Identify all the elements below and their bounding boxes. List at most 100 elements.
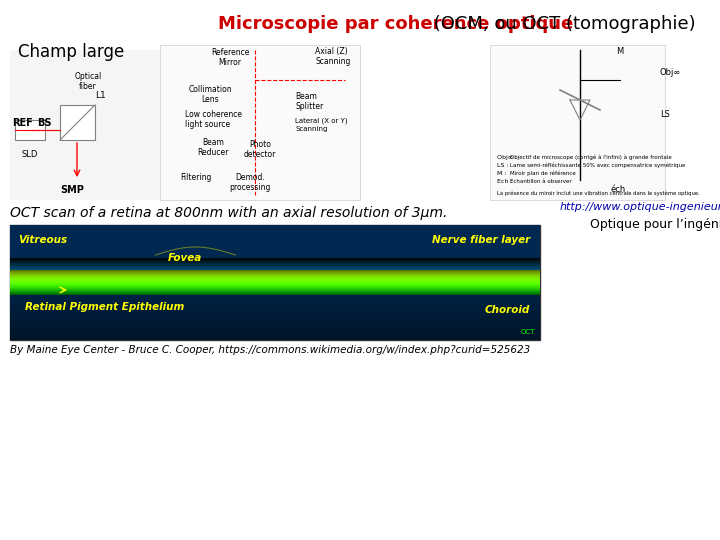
Bar (10, 260, 540, 261)
Bar (10, 227, 540, 228)
Text: SLD: SLD (22, 150, 38, 159)
Bar (10, 295, 540, 296)
Bar (10, 277, 540, 278)
Text: Échantillon à observer: Échantillon à observer (510, 179, 572, 184)
Text: Objectif de microscope (corrigé à l'infini) à grande frontale: Objectif de microscope (corrigé à l'infi… (510, 155, 672, 160)
Bar (10, 225, 540, 226)
Bar (10, 315, 540, 316)
Bar (10, 262, 540, 263)
Bar (10, 272, 540, 273)
Text: Obj∞ :: Obj∞ : (497, 155, 517, 160)
Bar (10, 251, 540, 252)
Text: M :: M : (497, 171, 506, 176)
Bar (10, 259, 540, 260)
Bar (10, 270, 540, 271)
Bar (10, 244, 540, 245)
Text: Optical
fiber: Optical fiber (74, 72, 102, 91)
Bar (10, 225, 540, 340)
Bar (10, 236, 540, 237)
Bar (10, 282, 540, 283)
Bar (10, 260, 540, 261)
Text: Reference
Mirror: Reference Mirror (211, 48, 249, 68)
Bar (10, 314, 540, 315)
Bar (10, 261, 540, 262)
Bar (10, 292, 540, 293)
Bar (10, 256, 540, 257)
Bar (10, 290, 540, 291)
Bar (10, 239, 540, 240)
Bar (10, 282, 540, 283)
Bar (10, 232, 540, 233)
Bar (10, 323, 540, 324)
Text: Optique pour l’ingénieur (OPI): Optique pour l’ingénieur (OPI) (590, 218, 720, 231)
Bar (10, 265, 540, 266)
Bar (60, 105, 95, 140)
Bar (10, 243, 540, 244)
Bar (10, 291, 540, 292)
Bar (10, 292, 540, 293)
Bar (10, 250, 540, 251)
Bar (10, 302, 540, 303)
Bar (10, 312, 540, 313)
Text: LS :: LS : (497, 163, 508, 168)
Text: Beam
Reducer: Beam Reducer (197, 138, 229, 157)
Bar (10, 331, 540, 332)
Text: LS: LS (660, 110, 670, 119)
Bar (10, 280, 540, 281)
Text: BS: BS (37, 118, 52, 128)
Bar (10, 248, 540, 249)
Bar (10, 319, 540, 320)
Bar (10, 253, 540, 254)
Bar (10, 277, 540, 278)
Bar (10, 281, 540, 282)
Bar (10, 258, 540, 259)
Bar (10, 247, 540, 248)
Text: Demod.
processing: Demod. processing (229, 173, 271, 192)
Bar (10, 238, 540, 239)
Text: Vitreous: Vitreous (18, 235, 67, 245)
Bar (10, 228, 540, 229)
Bar (10, 246, 540, 247)
Bar (10, 339, 540, 340)
Bar (10, 271, 540, 272)
Bar (10, 305, 540, 306)
Bar (10, 327, 540, 328)
Bar (10, 287, 540, 288)
Text: Retinal Pigment Epithelium: Retinal Pigment Epithelium (25, 302, 184, 312)
Bar (10, 233, 540, 234)
Bar (10, 268, 540, 269)
Bar (10, 234, 540, 235)
Bar (10, 266, 540, 267)
Bar (10, 289, 540, 290)
Text: La présence du miroir inclut une vibration centrale dans le système optique.: La présence du miroir inclut une vibrati… (497, 191, 700, 197)
Bar (10, 289, 540, 290)
Bar (10, 300, 540, 301)
Bar (10, 267, 540, 268)
Text: Ech :: Ech : (497, 179, 513, 184)
Bar (10, 328, 540, 329)
Bar (10, 235, 540, 236)
Bar (10, 261, 540, 262)
Text: Champ large: Champ large (18, 43, 125, 61)
Bar (10, 252, 540, 253)
Text: Beam
Splitter: Beam Splitter (295, 92, 323, 111)
Bar (10, 245, 540, 246)
Bar (10, 237, 540, 238)
Bar (10, 288, 540, 289)
Bar (10, 318, 540, 319)
Bar (10, 259, 540, 260)
Bar (10, 301, 540, 302)
Bar (10, 268, 540, 269)
Text: OCT scan of a retina at 800nm with an axial resolution of 3μm.: OCT scan of a retina at 800nm with an ax… (10, 206, 447, 220)
Bar (10, 285, 540, 286)
Bar (10, 284, 540, 285)
Bar (10, 298, 540, 299)
Bar (10, 324, 540, 325)
Bar (10, 267, 540, 268)
Text: Photo
detector: Photo detector (244, 140, 276, 159)
Bar (10, 230, 540, 231)
Bar (10, 264, 540, 265)
Bar (10, 241, 540, 242)
Bar (10, 296, 540, 297)
Bar (10, 242, 540, 243)
